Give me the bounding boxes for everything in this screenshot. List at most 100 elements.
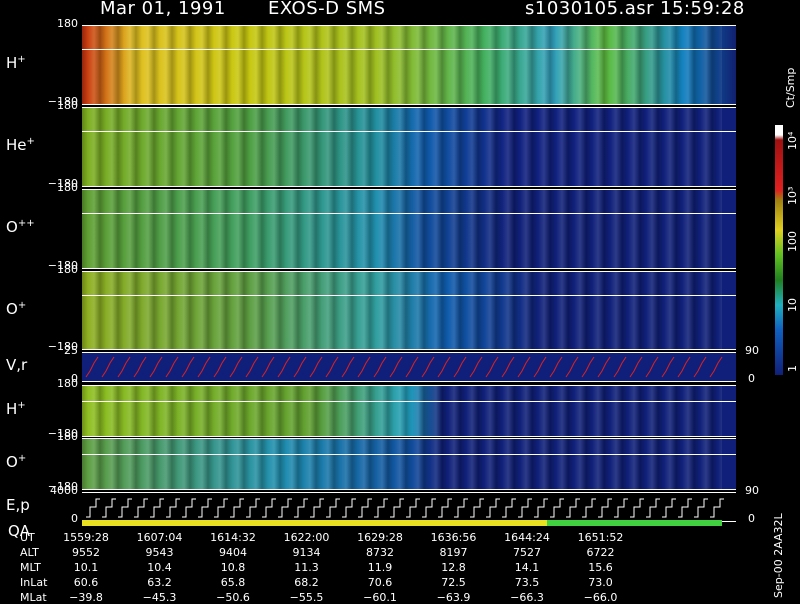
tick-bottom: −180 xyxy=(47,427,78,440)
panel-label: V,r xyxy=(6,356,27,374)
tick-top: 180 xyxy=(57,430,78,443)
cell-value: 1636:56 xyxy=(430,531,477,544)
tick-bottom: −180 xyxy=(47,340,78,353)
tick-top: 25 xyxy=(64,344,78,357)
trace xyxy=(82,49,736,50)
trace xyxy=(86,498,724,518)
cell-value: 68.2 xyxy=(294,576,319,589)
label-sup: + xyxy=(17,400,26,411)
trace xyxy=(82,213,736,214)
label: V,r xyxy=(6,356,28,374)
cell-value: 11.3 xyxy=(294,561,319,574)
cell-value: 65.8 xyxy=(220,576,246,589)
spectrogram-panel xyxy=(82,189,736,269)
cell-value: 9552 xyxy=(72,546,100,559)
colorbar-label: 100 xyxy=(786,231,799,252)
tick-bottom: −180 xyxy=(47,259,78,272)
tick-right: 0 xyxy=(748,372,755,385)
qa-bar xyxy=(547,520,722,526)
cell-value: 14.1 xyxy=(514,561,540,574)
cell-value: 1607:04 xyxy=(136,531,183,544)
label: O xyxy=(6,218,18,236)
colorbar-unit: Ct/Smp xyxy=(784,67,797,108)
colorbar-label: 1 xyxy=(786,365,799,372)
stripes xyxy=(82,272,722,349)
trace-line xyxy=(85,356,723,378)
label: E,p xyxy=(6,496,30,514)
cell-value: 7527 xyxy=(513,546,541,559)
cell-value: 10.8 xyxy=(220,561,246,574)
label: He xyxy=(6,136,27,154)
colorbar-label: 10 xyxy=(786,298,799,312)
cell-value: 6722 xyxy=(586,546,615,559)
tick-right: 0 xyxy=(748,512,755,525)
cell-value: 10.4 xyxy=(147,561,172,574)
tick-bottom: −180 xyxy=(47,177,78,190)
stripes xyxy=(82,26,722,104)
tick-top: 180 xyxy=(57,17,78,30)
spectrogram-panel xyxy=(82,438,736,490)
instrument: EXOS-D SMS xyxy=(268,0,386,19)
trace xyxy=(82,454,736,455)
stripes xyxy=(82,439,722,489)
row-name: MLT xyxy=(20,561,41,574)
label-sup: + xyxy=(17,453,27,464)
cell-value: −63.9 xyxy=(436,591,471,604)
label-sup: + xyxy=(17,54,26,65)
trace-line xyxy=(86,498,724,518)
cell-value: −45.3 xyxy=(142,591,177,604)
tick-right: 90 xyxy=(745,484,759,497)
cell-value: 63.2 xyxy=(147,576,172,589)
file: s1030105.asr xyxy=(525,0,655,19)
colorbar xyxy=(775,125,783,375)
cell-value: −60.1 xyxy=(363,591,397,604)
spectrogram-panel xyxy=(82,107,736,187)
date: Mar 01, 1991 xyxy=(100,0,226,19)
spectrogram-panel xyxy=(82,25,736,105)
row-name: InLat xyxy=(20,576,48,589)
cell-value: 72.5 xyxy=(441,576,466,589)
cell-value: 1559:28 xyxy=(63,531,109,544)
cell-value: 1622:00 xyxy=(283,531,330,544)
stripes xyxy=(82,190,722,268)
cell-value: −55.5 xyxy=(289,591,324,604)
label: O xyxy=(6,453,18,471)
tick-top: 4000 xyxy=(50,484,78,497)
cell-value: 10.1 xyxy=(73,561,99,574)
cell-value: 70.6 xyxy=(367,576,393,589)
cell-value: 1614:32 xyxy=(210,531,256,544)
spectrogram-panel xyxy=(82,352,736,382)
trace xyxy=(82,401,736,402)
cell-value: 8732 xyxy=(366,546,394,559)
stripes xyxy=(82,108,722,186)
trace xyxy=(82,131,736,132)
label: H xyxy=(6,54,18,72)
colorbar-label: 10³ xyxy=(786,186,799,205)
panel-label: O+ xyxy=(6,453,26,471)
time: 15:59:28 xyxy=(660,0,745,19)
cell-value: 15.6 xyxy=(588,561,613,574)
cell-value: 73.5 xyxy=(514,576,540,589)
tick-bottom: 0 xyxy=(71,512,78,525)
cell-value: 11.9 xyxy=(367,561,393,574)
cell-value: 12.8 xyxy=(441,561,466,574)
label: H xyxy=(6,400,18,418)
cell-value: −66.0 xyxy=(583,591,618,604)
cell-value: 9543 xyxy=(145,546,174,559)
qa-bar xyxy=(82,520,547,526)
cell-value: −66.3 xyxy=(510,591,544,604)
cell-value: 1651:52 xyxy=(577,531,624,544)
tick-bottom: 0 xyxy=(71,372,78,385)
cell-value: 1629:28 xyxy=(357,531,403,544)
spectrogram-panel xyxy=(82,492,736,522)
cell-value: 9404 xyxy=(219,546,247,559)
tick-top: 180 xyxy=(57,377,78,390)
tick-right: 90 xyxy=(745,344,759,357)
panel-label: E,p xyxy=(6,496,30,514)
cell-value: 9134 xyxy=(292,546,321,559)
row-name: ALT xyxy=(20,546,39,559)
cell-value: 8197 xyxy=(439,546,468,559)
tick-bottom: −180 xyxy=(47,480,78,493)
label-sup: + xyxy=(17,299,27,311)
panel-label: QA xyxy=(8,522,31,540)
